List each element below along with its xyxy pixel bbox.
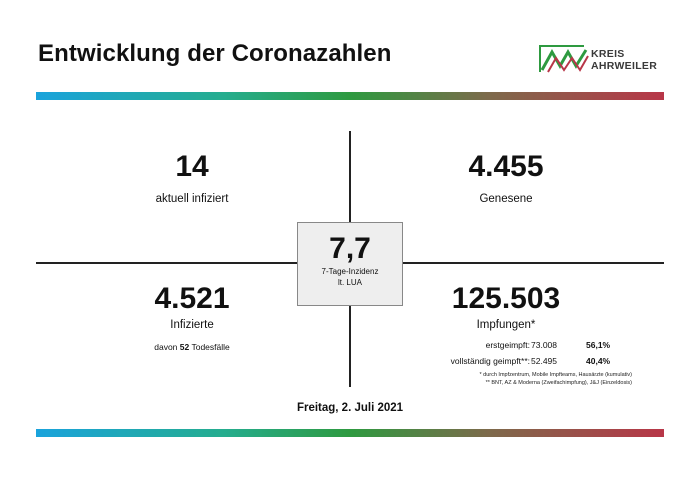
kreis-ahrweiler-logo bbox=[539, 45, 589, 73]
recovered-value: 4.455 bbox=[468, 150, 544, 183]
footnote-vaccination-sources: * durch Impfzentrum, Mobile Impfteams, H… bbox=[479, 372, 632, 378]
vaccinations-label: Impfungen* bbox=[476, 319, 536, 331]
bottom-color-band bbox=[36, 429, 664, 437]
logo-text-kreis: KREIS bbox=[591, 48, 625, 60]
deaths-line: davon 52 Todesfälle bbox=[92, 342, 292, 352]
deaths-suffix: Todesfälle bbox=[191, 342, 230, 352]
logo-text-ahrweiler: AHRWEILER bbox=[591, 60, 658, 72]
first-dose-label: erstgeimpft: bbox=[485, 340, 530, 350]
first-dose-count: 73.008 bbox=[531, 340, 557, 350]
incidence-label: 7-Tage-Inzidenz bbox=[321, 267, 379, 276]
incidence-value: 7,7 bbox=[329, 232, 371, 265]
recovered-label: Genesene bbox=[479, 193, 533, 205]
full-dose-label: vollständig geimpft**: bbox=[450, 356, 530, 366]
first-dose-percent: 56,1% bbox=[586, 340, 611, 350]
vaccinations-value: 125.503 bbox=[451, 282, 561, 315]
full-dose-percent: 40,4% bbox=[586, 356, 611, 366]
top-color-band bbox=[36, 92, 664, 100]
total-infected-value: 4.521 bbox=[154, 282, 230, 315]
footnote-vaccine-types: ** BNT, AZ & Moderna (Zweifachimpfung), … bbox=[485, 380, 632, 386]
total-infected-label: Infizierte bbox=[170, 319, 214, 331]
full-dose-count: 52.495 bbox=[531, 356, 557, 366]
deaths-prefix: davon bbox=[154, 342, 178, 352]
active-infected-value: 14 bbox=[175, 150, 209, 183]
incidence-box: 7,7 7-Tage-Inzidenz lt. LUA bbox=[297, 222, 403, 306]
deaths-count: 52 bbox=[179, 342, 190, 352]
page-title: Entwicklung der Coronazahlen bbox=[38, 40, 392, 67]
incidence-source: lt. LUA bbox=[337, 278, 362, 287]
report-date: Freitag, 2. Juli 2021 bbox=[296, 402, 404, 414]
active-infected-label: aktuell infiziert bbox=[155, 193, 229, 205]
